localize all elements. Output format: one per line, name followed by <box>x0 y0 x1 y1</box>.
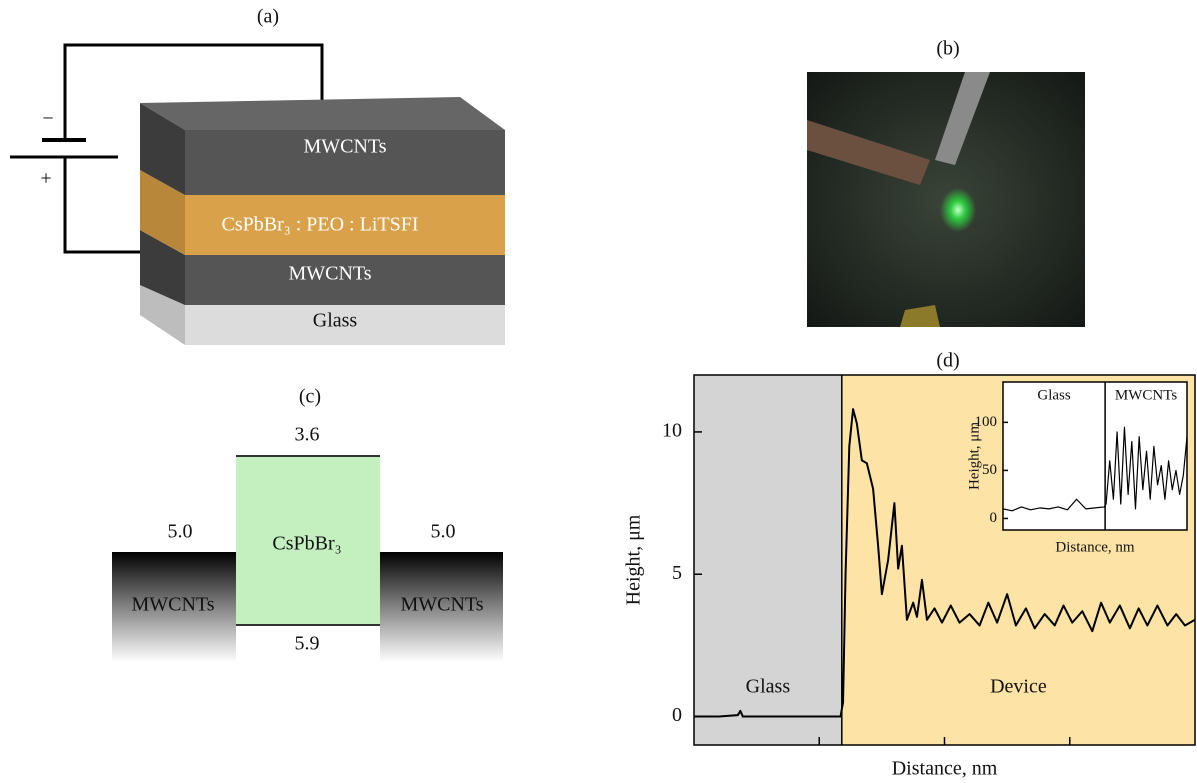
panel-label: (c) <box>299 386 321 408</box>
y-tick-label: 5 <box>672 562 682 584</box>
y-axis-title: Height, μm <box>966 422 982 490</box>
x-axis-title: Distance, nm <box>1055 539 1134 555</box>
level-label: 5.9 <box>295 633 320 655</box>
layer-label: MWCNTs <box>303 136 386 158</box>
figure: (a) − + MWCNTs CsPbBr₃ : PEO : LiTSFI MW… <box>0 0 1197 783</box>
y-tick-label: 50 <box>982 462 997 478</box>
material-label: CsPbBr₃ <box>272 533 341 555</box>
chart-title: (d) <box>936 350 959 372</box>
level-label: 5.0 <box>431 521 456 543</box>
y-tick-label: 0 <box>990 510 998 526</box>
region-label: Device <box>990 676 1047 698</box>
panel-d: Glass Device 0 5 10 (d) Distance, nm Height, μm… <box>623 350 1195 780</box>
battery-minus: − <box>42 108 53 130</box>
region-label: MWCNTs <box>1115 387 1177 403</box>
region-label: Glass <box>1037 387 1070 403</box>
panel-a: (a) − + MWCNTs CsPbBr₃ : PEO : LiTSFI MW… <box>10 6 505 345</box>
panel-c: (c) 3.6 5.9 5.0 5.0 CsPbBr₃ MWCNTs MWCNT… <box>112 386 503 662</box>
panel-label: (a) <box>257 6 279 28</box>
region-label: Glass <box>746 676 791 698</box>
layer-label: CsPbBr₃ : PEO : LiTSFI <box>221 214 418 236</box>
layer-label: MWCNTs <box>288 263 371 285</box>
panel-label: (b) <box>936 38 959 60</box>
y-tick-label: 0 <box>672 704 682 726</box>
layer-label: Glass <box>313 310 358 332</box>
x-axis-title: Distance, nm <box>892 758 998 780</box>
electrode-label: MWCNTs <box>131 594 214 616</box>
level-label: 5.0 <box>168 521 193 543</box>
y-tick-label: 10 <box>662 420 682 442</box>
panel-b: (b) <box>807 38 1085 327</box>
battery-plus: + <box>40 168 51 190</box>
electrode-label: MWCNTs <box>400 594 483 616</box>
layer-top <box>140 97 505 130</box>
y-axis-title: Height, μm <box>623 514 645 605</box>
emission <box>940 188 976 232</box>
level-label: 3.6 <box>295 424 320 446</box>
